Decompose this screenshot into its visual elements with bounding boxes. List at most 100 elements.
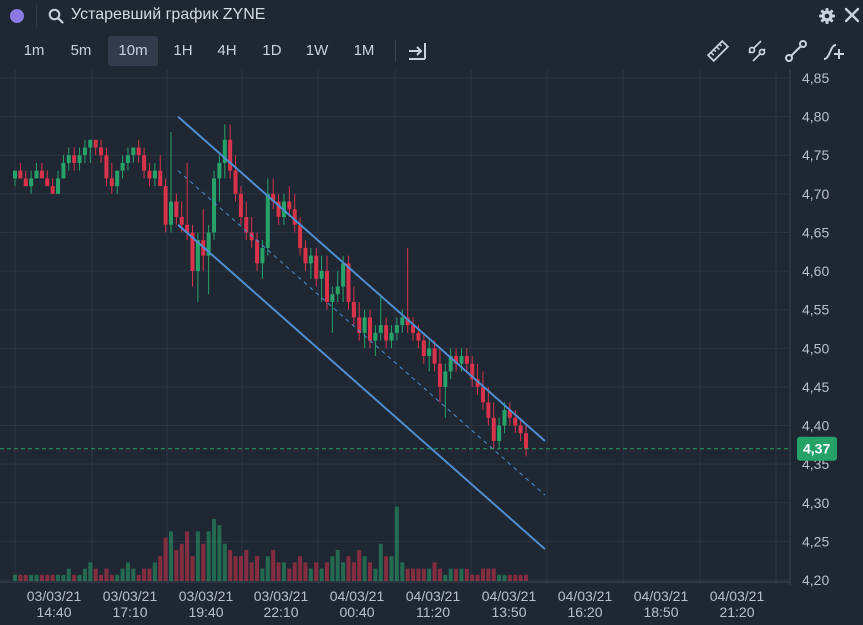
- candle-body: [335, 286, 340, 295]
- volume-bar: [222, 543, 227, 581]
- candle-body: [77, 155, 82, 163]
- add-indicator-icon[interactable]: [822, 39, 846, 63]
- scroll-to-end-icon[interactable]: [406, 39, 430, 63]
- time-label-time: 16:20: [567, 604, 602, 620]
- volume-bar: [486, 568, 491, 581]
- candle-body: [238, 193, 243, 218]
- volume-bar: [228, 550, 233, 581]
- volume-bar: [147, 568, 152, 581]
- close-icon[interactable]: [843, 6, 861, 24]
- indicator-dot: [10, 9, 24, 23]
- time-label-time: 17:10: [112, 604, 147, 620]
- channel-upper-line: [177, 115, 546, 442]
- candle-body: [88, 139, 93, 148]
- time-label-time: 19:40: [188, 604, 223, 620]
- timeframe-4h[interactable]: 4H: [217, 42, 237, 59]
- candle-body: [72, 155, 77, 163]
- candle-body: [185, 224, 190, 233]
- volume-bar: [13, 574, 17, 581]
- time-label-date: 04/03/21: [634, 588, 689, 604]
- trend-line-icon[interactable]: [784, 39, 808, 63]
- volume-bar: [475, 574, 480, 581]
- volume-bar: [77, 574, 82, 581]
- candle-body: [45, 178, 50, 187]
- candle-body: [443, 371, 448, 387]
- timeframe-1h[interactable]: 1H: [173, 42, 193, 59]
- volume-bar: [217, 525, 222, 581]
- candle-body: [115, 170, 120, 187]
- volume-bar: [109, 574, 114, 581]
- candle-body: [308, 255, 313, 264]
- timeframe-1m[interactable]: 1m: [23, 42, 45, 59]
- timeframe-5m[interactable]: 5m: [70, 42, 92, 59]
- candle-body: [507, 410, 512, 418]
- timeframe-1w[interactable]: 1W: [305, 42, 329, 59]
- volume-bar: [233, 556, 238, 581]
- volume-bar: [421, 568, 426, 581]
- time-label-date: 04/03/21: [558, 588, 613, 604]
- price-tick-label: 4,75: [802, 147, 829, 163]
- time-label-time: 14:40: [36, 604, 71, 620]
- ruler-icon[interactable]: [706, 39, 730, 63]
- candle-body: [99, 147, 104, 156]
- candle-body: [303, 247, 308, 264]
- volume-bar: [34, 574, 39, 581]
- volume-bar: [362, 556, 367, 581]
- timeframe-1month[interactable]: 1M: [353, 42, 375, 59]
- volume-bar: [432, 562, 437, 581]
- candle-body: [163, 186, 168, 225]
- candle-body: [480, 386, 485, 403]
- timeframe-10m[interactable]: 10m: [108, 36, 158, 66]
- candle-body: [125, 155, 130, 163]
- volume-bar: [459, 568, 464, 581]
- candle-body: [341, 263, 346, 287]
- title-divider: [36, 4, 37, 28]
- candle-body: [152, 170, 157, 179]
- candle-body: [470, 363, 475, 380]
- channel-lower-line: [177, 223, 546, 550]
- candle-body: [174, 201, 179, 218]
- time-label-time: 21:20: [719, 604, 754, 620]
- volume-bar: [308, 568, 313, 581]
- price-tick-label: 4,85: [802, 70, 829, 86]
- last-price-label: 4,37: [803, 441, 830, 457]
- candle-body: [384, 325, 389, 341]
- volume-bar: [373, 568, 378, 581]
- volume-bar: [82, 568, 87, 581]
- price-tick-label: 4,50: [802, 340, 829, 356]
- timeframe-1d[interactable]: 1D: [262, 42, 282, 59]
- volume-bar: [400, 562, 405, 581]
- candle-body: [324, 271, 329, 302]
- candle-body: [405, 317, 410, 326]
- candle-body: [142, 155, 147, 171]
- price-chart[interactable]: 4,85 4,80 4,75 4,70 4,65 4,60 4,55 4,50 4,45 4,40…: [0, 70, 863, 625]
- candle-body: [131, 147, 136, 156]
- time-label-date: 03/03/21: [103, 588, 158, 604]
- volume-bar: [443, 574, 448, 581]
- volume-bar: [298, 556, 303, 581]
- candle-body: [93, 139, 98, 148]
- volume-bar: [120, 568, 125, 581]
- chart-toolbar: 1m 5m 10m 1H 4H 1D 1W 1M: [0, 36, 863, 68]
- candle-body: [518, 425, 523, 434]
- candle-body: [389, 332, 394, 341]
- volume-bar: [368, 562, 373, 581]
- volume-bar: [255, 556, 260, 581]
- volume-bar: [99, 574, 104, 581]
- channel-tool-icon[interactable]: [745, 39, 769, 63]
- volume-bar: [174, 550, 179, 581]
- candle-body: [502, 410, 507, 426]
- volume-bar: [131, 568, 136, 581]
- candle-body: [66, 155, 71, 163]
- volume-bar: [45, 574, 50, 581]
- volume-bar: [292, 562, 297, 581]
- volume-bar: [502, 574, 507, 581]
- gear-icon[interactable]: [818, 7, 836, 25]
- candle-body: [357, 317, 362, 333]
- window-title[interactable]: Устаревший график ZYNE: [71, 6, 266, 23]
- candle-body: [448, 356, 453, 372]
- price-tick-label: 4,20: [802, 572, 829, 588]
- search-icon[interactable]: [48, 8, 64, 24]
- candle-body: [486, 402, 491, 418]
- volume-bar: [319, 568, 324, 581]
